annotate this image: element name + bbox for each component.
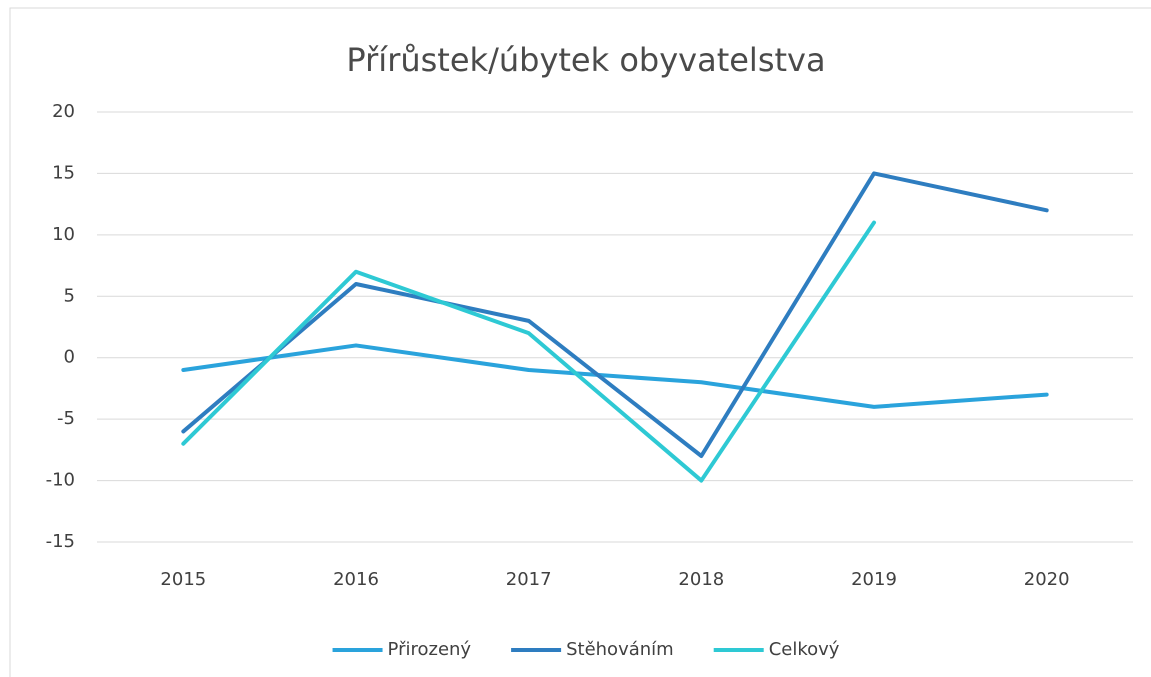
x-tick-label: 2016 (333, 569, 379, 590)
series-line (181, 220, 876, 483)
y-tick-label: 0 (64, 347, 75, 368)
x-tick-label: 2020 (1024, 569, 1070, 590)
x-tick-label: 2019 (851, 569, 897, 590)
legend-label: Stěhováním (566, 639, 674, 660)
chart-border (9, 7, 1151, 677)
y-tick-label: 20 (52, 101, 75, 122)
y-tick-label: 10 (52, 224, 75, 245)
legend-label: Celkový (769, 639, 840, 660)
y-tick-label: -10 (46, 470, 75, 491)
series-line (181, 171, 1049, 458)
y-tick-label: 15 (52, 162, 75, 183)
x-tick-label: 2017 (506, 569, 552, 590)
series-line (181, 343, 1049, 409)
chart-title: Přírůstek/úbytek obyvatelstva (346, 41, 825, 79)
y-tick-label: -5 (57, 408, 75, 429)
y-tick-label: 5 (64, 285, 75, 306)
y-tick-label: -15 (46, 531, 75, 552)
x-tick-label: 2018 (678, 569, 724, 590)
legend-label: Přirozený (388, 639, 472, 660)
x-tick-label: 2015 (160, 569, 206, 590)
